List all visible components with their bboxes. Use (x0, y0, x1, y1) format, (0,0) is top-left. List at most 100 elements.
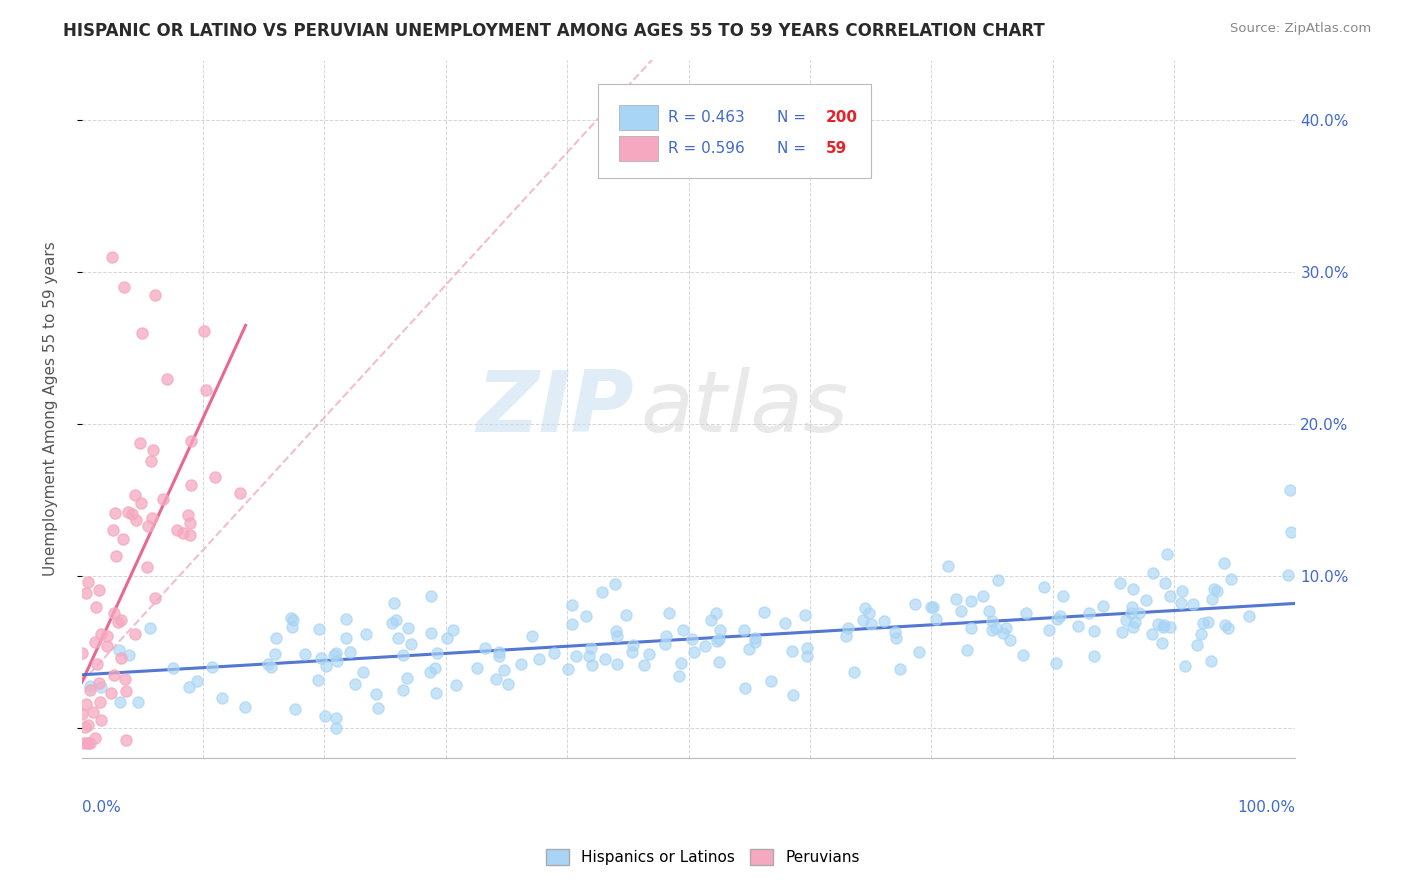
Point (131, 326, 153, 340)
Point (425, 686, 447, 700)
Point (960, 594, 983, 608)
Point (565, 649, 588, 664)
Point (1279, 483, 1302, 497)
Point (103, 607, 125, 621)
Point (1213, 557, 1236, 571)
Point (858, 607, 880, 621)
Point (884, 631, 907, 645)
Point (84, 635, 107, 649)
Point (135, 560, 157, 574)
Point (706, 606, 728, 620)
Point (281, 620, 304, 634)
Point (354, 627, 377, 641)
Point (796, 641, 818, 656)
Point (124, 626, 146, 640)
Point (143, 288, 166, 302)
Point (1219, 572, 1241, 586)
Point (1033, 580, 1056, 594)
Point (114, 683, 136, 698)
Point (90, 713, 112, 727)
Point (938, 559, 960, 574)
Point (960, 621, 983, 635)
Point (79, 683, 101, 698)
Point (614, 608, 637, 623)
Point (441, 623, 464, 637)
Point (195, 383, 218, 397)
Point (837, 621, 859, 635)
Point (399, 637, 422, 651)
Point (281, 613, 304, 627)
Point (121, 507, 143, 521)
Point (142, 443, 165, 458)
Text: 200: 200 (825, 110, 858, 125)
Point (70, 646, 93, 660)
Point (980, 614, 1002, 628)
Point (522, 629, 544, 643)
Point (1174, 658, 1197, 673)
Text: R = 0.596: R = 0.596 (668, 141, 745, 156)
Point (162, 661, 184, 675)
Point (101, 250, 124, 264)
Point (82, 705, 104, 719)
Point (1156, 547, 1178, 561)
Point (77, 736, 100, 750)
Point (637, 647, 659, 661)
Point (496, 676, 519, 690)
Point (114, 672, 136, 686)
Point (343, 677, 366, 691)
Point (426, 646, 449, 660)
Point (744, 635, 766, 649)
Point (335, 612, 357, 626)
Point (1170, 596, 1192, 610)
Point (1170, 584, 1192, 599)
Point (1078, 606, 1101, 620)
Point (315, 658, 337, 673)
Point (1159, 620, 1181, 634)
Point (681, 632, 703, 646)
Point (1115, 613, 1137, 627)
Text: 59: 59 (825, 141, 846, 156)
Point (859, 617, 882, 632)
Point (853, 601, 876, 615)
Point (581, 658, 603, 673)
Point (1159, 590, 1181, 604)
Point (633, 658, 655, 673)
Point (396, 622, 419, 636)
Point (112, 280, 135, 294)
Point (734, 681, 756, 696)
Point (920, 599, 942, 614)
Point (179, 680, 201, 694)
Point (1146, 616, 1168, 631)
Point (775, 616, 797, 631)
Point (1201, 592, 1223, 607)
Point (392, 682, 415, 697)
Point (201, 660, 224, 674)
Legend: Hispanics or Latinos, Peruvians: Hispanics or Latinos, Peruvians (540, 843, 866, 871)
Point (1083, 648, 1105, 663)
Point (1128, 606, 1150, 620)
Point (668, 669, 690, 683)
Point (77, 717, 100, 731)
Point (284, 701, 307, 715)
Point (179, 528, 201, 542)
Point (308, 622, 330, 636)
Point (1181, 597, 1204, 611)
Point (1189, 627, 1212, 641)
Point (593, 652, 616, 666)
Point (574, 609, 596, 624)
Point (620, 645, 643, 659)
Point (994, 621, 1017, 635)
Point (1011, 648, 1033, 662)
Point (75, 720, 97, 734)
Point (780, 643, 803, 657)
Point (1237, 609, 1260, 624)
Point (79, 679, 101, 693)
Point (733, 623, 755, 637)
Point (672, 623, 695, 637)
Text: N =: N = (778, 141, 806, 156)
Point (172, 526, 194, 541)
Point (1197, 615, 1219, 629)
Text: 0.0%: 0.0% (82, 800, 121, 815)
Point (143, 591, 166, 605)
Point (325, 647, 347, 661)
